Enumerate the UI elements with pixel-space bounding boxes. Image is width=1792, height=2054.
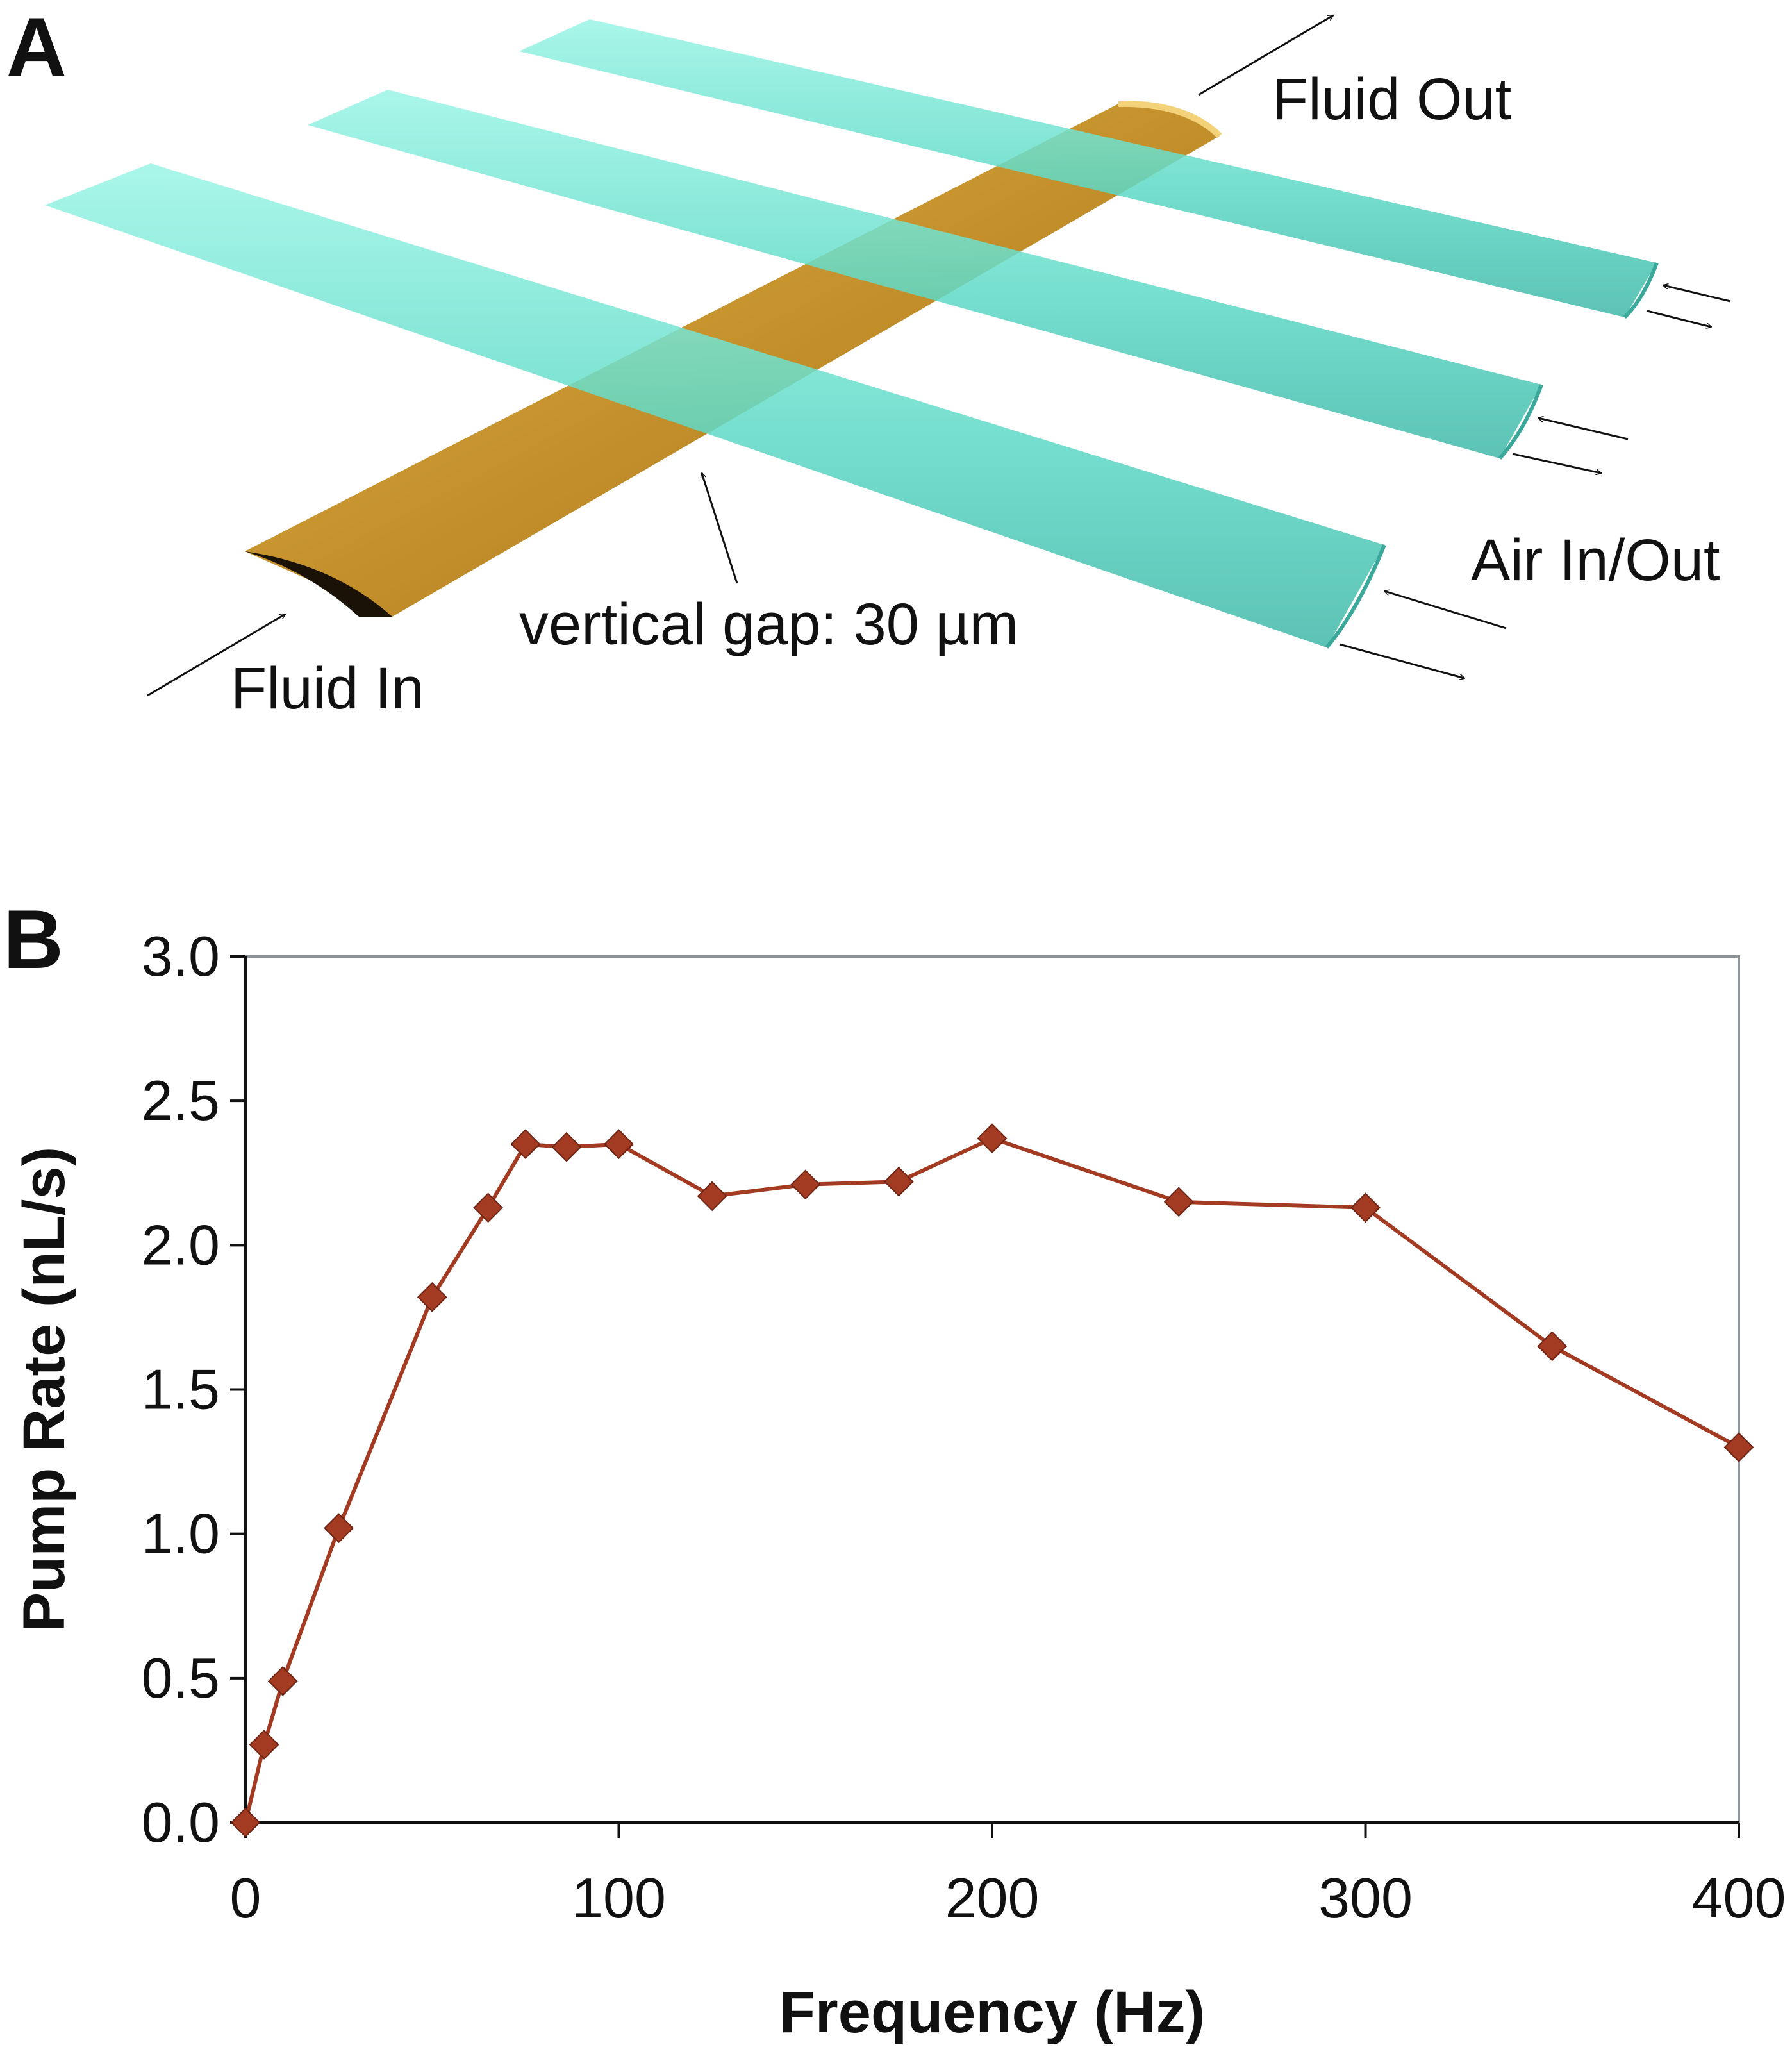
panel-b-label: B [3,892,63,986]
panel-a-label: A [6,0,67,94]
y-axis-title: Pump Rate (nL/s) [12,1147,77,1632]
fluid-in-label: Fluid In [231,656,424,721]
air-channel-bottom [45,163,1386,649]
data-point [1163,1187,1194,1217]
data-point [324,1513,354,1544]
air-arrow-middle-in [1538,418,1629,440]
x-axis-title: Frequency (Hz) [779,1980,1206,2045]
data-point [510,1129,541,1160]
series-group [230,1123,1754,1838]
fluid-out-label: Fluid Out [1272,67,1511,132]
y-tick-label: 1.5 [142,1358,220,1421]
air-arrow-middle-out [1512,453,1601,473]
data-point [1350,1192,1381,1223]
y-tick-label: 2.0 [142,1213,220,1276]
panel-b-chart: B 0.0 0.5 1.0 1.5 2.0 2.5 3.0 0 100 200 300 400 Fr… [3,892,1786,2045]
data-point [417,1282,447,1312]
data-point [790,1169,821,1200]
y-tick-label: 2.5 [142,1069,220,1132]
data-point [551,1131,582,1162]
x-tick-label: 100 [572,1866,666,1930]
air-in-out-label: Air In/Out [1471,528,1720,593]
air-arrow-top-in [1663,285,1731,303]
air-arrow-bottom-in [1384,591,1507,630]
x-tick-label: 0 [230,1866,261,1930]
x-tick-label: 200 [945,1866,1040,1930]
y-tick-label: 3.0 [142,924,220,988]
data-point [697,1181,727,1212]
data-point [473,1192,504,1223]
data-point [267,1666,298,1696]
data-point [230,1807,261,1838]
y-axis: 0.0 0.5 1.0 1.5 2.0 2.5 3.0 [142,924,247,1854]
data-point [1723,1432,1754,1462]
panel-a-device-schematic: A Fluid Out Air In/ [6,0,1731,721]
data-point [249,1729,279,1760]
y-tick-label: 0.5 [142,1646,220,1710]
y-tick-label: 0.0 [142,1791,220,1854]
x-tick-label: 400 [1692,1866,1786,1930]
plot-area [244,955,1740,1824]
x-axis: 0 100 200 300 400 [230,1821,1786,1930]
fluid-out-arrow [1198,14,1333,96]
y-tick-label: 1.0 [142,1502,220,1566]
air-channel-top [519,19,1659,319]
fluid-in-arrow [147,613,285,697]
vertical-gap-label: vertical gap: 30 µm [519,592,1018,657]
data-point [1537,1331,1568,1362]
air-arrow-top-out [1647,310,1711,327]
data-point [977,1123,1008,1154]
air-channel-middle [308,90,1543,460]
data-point [883,1166,914,1197]
air-arrow-bottom-out [1339,643,1464,678]
x-tick-label: 300 [1318,1866,1413,1930]
data-point [604,1129,634,1160]
vertical-gap-arrow [702,473,738,584]
